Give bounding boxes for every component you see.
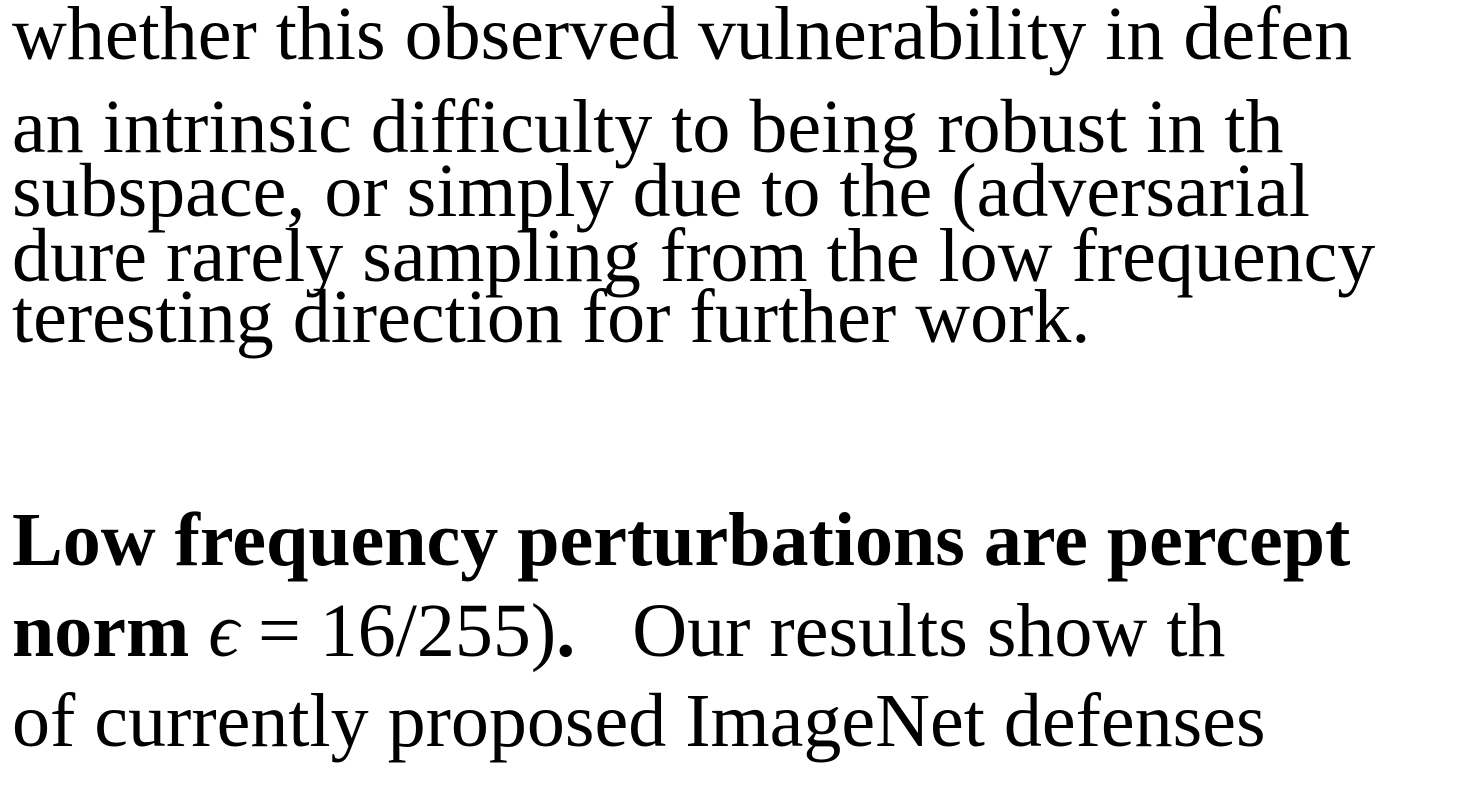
math-symbol: ϵ: [208, 589, 239, 673]
body-text: Our results show th: [632, 589, 1226, 673]
text-line: subspace, or simply due to the (adversar…: [12, 149, 1310, 233]
bold-text: .: [556, 589, 576, 673]
text-line: of currently proposed ImageNet defenses: [12, 679, 1266, 763]
text-line: teresting direction for further work.: [12, 275, 1091, 359]
math-text: = 16/255): [238, 589, 557, 673]
bold-text: norm: [12, 589, 190, 673]
heading-line: norm ϵ = 16/255). Our results show th: [12, 593, 1225, 669]
text-line: an intrinsic difficulty to being robust …: [12, 85, 1284, 169]
text-line: dure rarely sampling from the low freque…: [12, 214, 1376, 298]
text-line: whether this observed vulnerability in d…: [12, 0, 1353, 76]
heading-line: Low frequency perturbations are percept: [12, 498, 1351, 582]
